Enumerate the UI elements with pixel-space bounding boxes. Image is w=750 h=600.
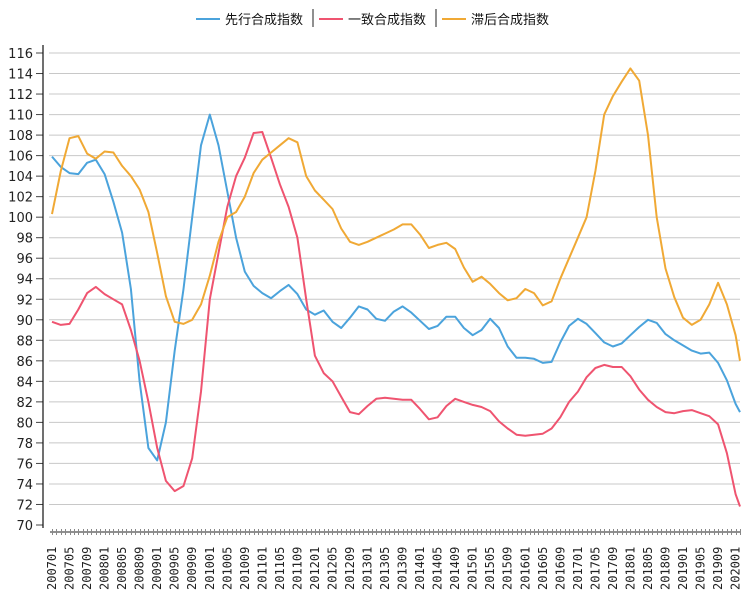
y-tick-label: 82 [16,396,33,411]
y-tick-label: 94 [16,273,33,288]
x-tick-label: 201909 [711,547,725,590]
legend-label: 滞后合成指数 [471,13,549,28]
x-tick-label: 201901 [676,547,690,590]
y-tick-label: 102 [8,191,33,206]
y-tick-label: 72 [16,498,33,513]
x-tick-label: 201801 [623,547,637,590]
x-tick-label: 201605 [536,547,550,590]
series-lines [51,67,741,507]
y-tick-label: 76 [16,457,33,472]
series-line-2 [51,131,741,507]
legend-item-3: 滞后合成指数 [442,13,549,28]
x-tick-label: 200909 [185,547,199,590]
x-tick-label: 200705 [63,547,77,590]
x-tick-label: 201609 [553,547,567,590]
y-tick-label: 108 [8,129,33,144]
x-tick-label: 201001 [203,547,217,590]
x-tick-label: 201701 [571,547,585,590]
x-tick-label: 201305 [378,547,392,590]
x-tick-label: 201705 [588,547,602,590]
legend-item-2: 一致合成指数 [319,13,426,28]
y-axis: 70 72 74 76 78 80 82 84 86 88 90 92 94 96 98 100 102 104 1… [8,45,44,534]
x-tick-label: 201105 [273,547,287,590]
gridlines [49,52,740,505]
x-tick-label: 201109 [290,547,304,590]
x-tick-label: 201805 [641,547,655,590]
legend: 先行合成指数 一致合成指数 滞后合成指数 [196,9,549,28]
legend-label: 先行合成指数 [225,13,303,28]
y-tick-label: 86 [16,355,33,370]
legend-label: 一致合成指数 [348,13,426,28]
y-tick-label: 74 [16,478,33,493]
x-tick-label: 201101 [255,547,269,590]
x-axis: 200701 200705 200709 200801 200805 200809 2009… [45,529,743,590]
x-tick-label: 200809 [133,547,147,590]
x-tick-label: 200901 [150,547,164,590]
x-tick-label: 200805 [115,547,129,590]
x-tick-label: 201809 [659,547,673,590]
x-tick-label: 200905 [168,547,182,590]
x-tick-label: 201009 [238,547,252,590]
y-tick-label: 106 [8,150,33,165]
y-tick-label: 80 [16,416,33,431]
x-tick-label: 202001 [729,547,743,590]
x-tick-label: 201301 [361,547,375,590]
y-tick-label: 116 [8,47,33,62]
series-line-1 [51,113,741,462]
x-tick-label: 200701 [45,547,59,590]
x-tick-label: 201501 [466,547,480,590]
y-tick-label: 84 [16,375,33,390]
y-tick-label: 90 [16,314,33,329]
series-line-3 [51,67,741,361]
x-tick-label: 201309 [396,547,410,590]
x-tick-label: 201005 [220,547,234,590]
x-tick-label: 200709 [80,547,94,590]
x-tick-label: 201505 [483,547,497,590]
x-tick-label: 201201 [308,547,322,590]
y-tick-label: 78 [16,437,33,452]
y-tick-label: 100 [8,211,33,226]
y-tick-label: 88 [16,334,33,349]
x-tick-label: 201601 [518,547,532,590]
x-tick-label: 201905 [694,547,708,590]
y-tick-label: 70 [16,519,33,534]
x-tick-label: 201205 [325,547,339,590]
x-tick-label: 201401 [413,547,427,590]
x-tick-label: 201209 [343,547,357,590]
x-tick-label: 201405 [431,547,445,590]
y-tick-label: 92 [16,293,33,308]
y-tick-label: 114 [8,68,33,83]
y-tick-label: 98 [16,232,33,247]
y-tick-label: 110 [8,109,33,124]
y-tick-label: 104 [8,170,33,185]
legend-item-1: 先行合成指数 [196,13,303,28]
x-tick-label: 201709 [606,547,620,590]
y-tick-label: 96 [16,252,33,267]
x-tick-label: 201409 [448,547,462,590]
y-tick-label: 112 [8,88,33,103]
x-tick-label: 201509 [501,547,515,590]
x-tick-label: 200801 [98,547,112,590]
